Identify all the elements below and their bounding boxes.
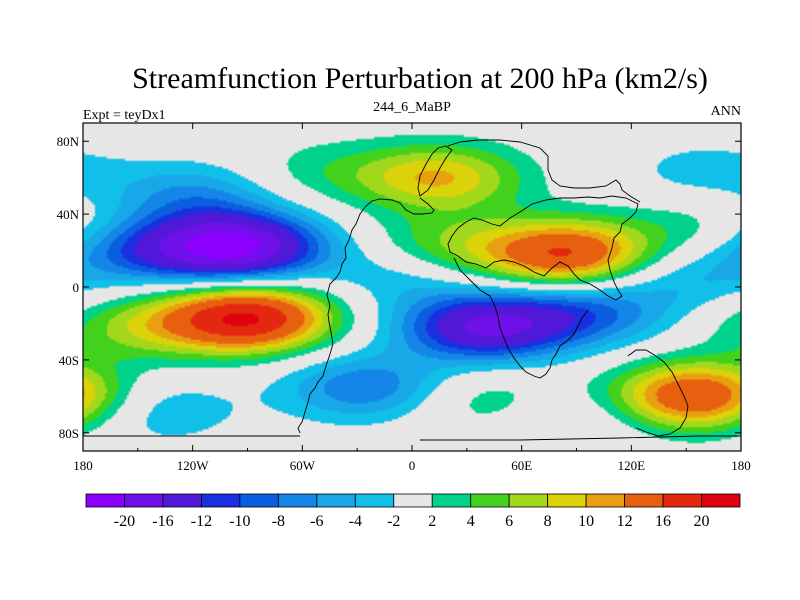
x-tick-label: 180 bbox=[73, 458, 93, 473]
colorbar-swatch bbox=[585, 493, 625, 508]
colorbar-swatch bbox=[162, 493, 202, 508]
colorbar-label: 6 bbox=[505, 513, 513, 530]
y-tick-label: 80N bbox=[57, 134, 80, 149]
colorbar-label: 4 bbox=[467, 513, 475, 530]
colorbar-swatch bbox=[508, 493, 549, 508]
colorbar-label: 20 bbox=[694, 513, 710, 530]
colorbar: -20 -16 -12 -10 -8 -6 -4 -2 2 4 6 8 10 12 16 20 bbox=[85, 493, 741, 530]
contour-field bbox=[83, 123, 741, 451]
colorbar-label: 2 bbox=[428, 513, 436, 530]
coastline-africa bbox=[453, 257, 589, 379]
colorbar-label: -20 bbox=[114, 513, 135, 530]
coastline-arctic-siberia bbox=[447, 139, 641, 203]
coastline-antarctica bbox=[83, 435, 741, 441]
left-string: Expt = teyDx1 bbox=[83, 108, 166, 123]
colorbar-label: -10 bbox=[229, 513, 250, 530]
colorbar-swatch bbox=[624, 493, 664, 508]
colorbar-swatch bbox=[201, 493, 241, 508]
coastline-eurasia bbox=[447, 195, 639, 301]
colorbar-swatch bbox=[431, 493, 472, 508]
y-tick-label: 80S bbox=[59, 426, 79, 441]
colorbar-label: -2 bbox=[387, 513, 400, 530]
colorbar-label: -12 bbox=[191, 513, 212, 530]
colorbar-swatch bbox=[239, 493, 279, 508]
colorbar-label: -16 bbox=[152, 513, 173, 530]
y-axis: 80N 40N 0 40S 80S bbox=[57, 134, 741, 441]
x-tick-label: 180 bbox=[731, 458, 751, 473]
chart-title: Streamfunction Perturbation at 200 hPa (… bbox=[132, 62, 708, 95]
colorbar-label: -4 bbox=[349, 513, 362, 530]
colorbar-swatch bbox=[277, 493, 318, 508]
x-tick-label: 120E bbox=[618, 458, 646, 473]
colorbar-swatch bbox=[393, 493, 433, 508]
colorbar-swatch bbox=[124, 493, 164, 508]
coastline-australia bbox=[627, 349, 689, 437]
colorbar-swatch bbox=[662, 493, 702, 508]
colorbar-swatch bbox=[316, 493, 356, 508]
coastline-americas bbox=[297, 197, 435, 434]
colorbar-swatch bbox=[470, 493, 510, 508]
center-string: 244_6_MaBP bbox=[373, 100, 451, 115]
y-tick-label: 40S bbox=[59, 353, 79, 368]
right-string: ANN bbox=[711, 104, 741, 119]
x-tick-label: 120W bbox=[177, 458, 210, 473]
coastline-greenland bbox=[417, 145, 453, 197]
colorbar-label: 12 bbox=[617, 513, 633, 530]
colorbar-swatch bbox=[547, 493, 587, 508]
colorbar-label: -6 bbox=[310, 513, 323, 530]
x-tick-label: 0 bbox=[409, 458, 416, 473]
coastlines bbox=[83, 139, 741, 441]
x-tick-label: 60E bbox=[511, 458, 532, 473]
colorbar-label: 16 bbox=[655, 513, 671, 530]
y-tick-label: 40N bbox=[57, 207, 80, 222]
colorbar-swatch bbox=[85, 493, 125, 508]
x-tick-label: 60W bbox=[290, 458, 316, 473]
colorbar-label: 10 bbox=[578, 513, 594, 530]
colorbar-swatch bbox=[354, 493, 395, 508]
x-axis: 180 120W 60W 0 60E 120E 180 bbox=[73, 123, 751, 473]
colorbar-swatch bbox=[701, 493, 741, 508]
colorbar-label: 8 bbox=[544, 513, 552, 530]
colorbar-label: -8 bbox=[272, 513, 285, 530]
y-tick-label: 0 bbox=[73, 280, 80, 295]
